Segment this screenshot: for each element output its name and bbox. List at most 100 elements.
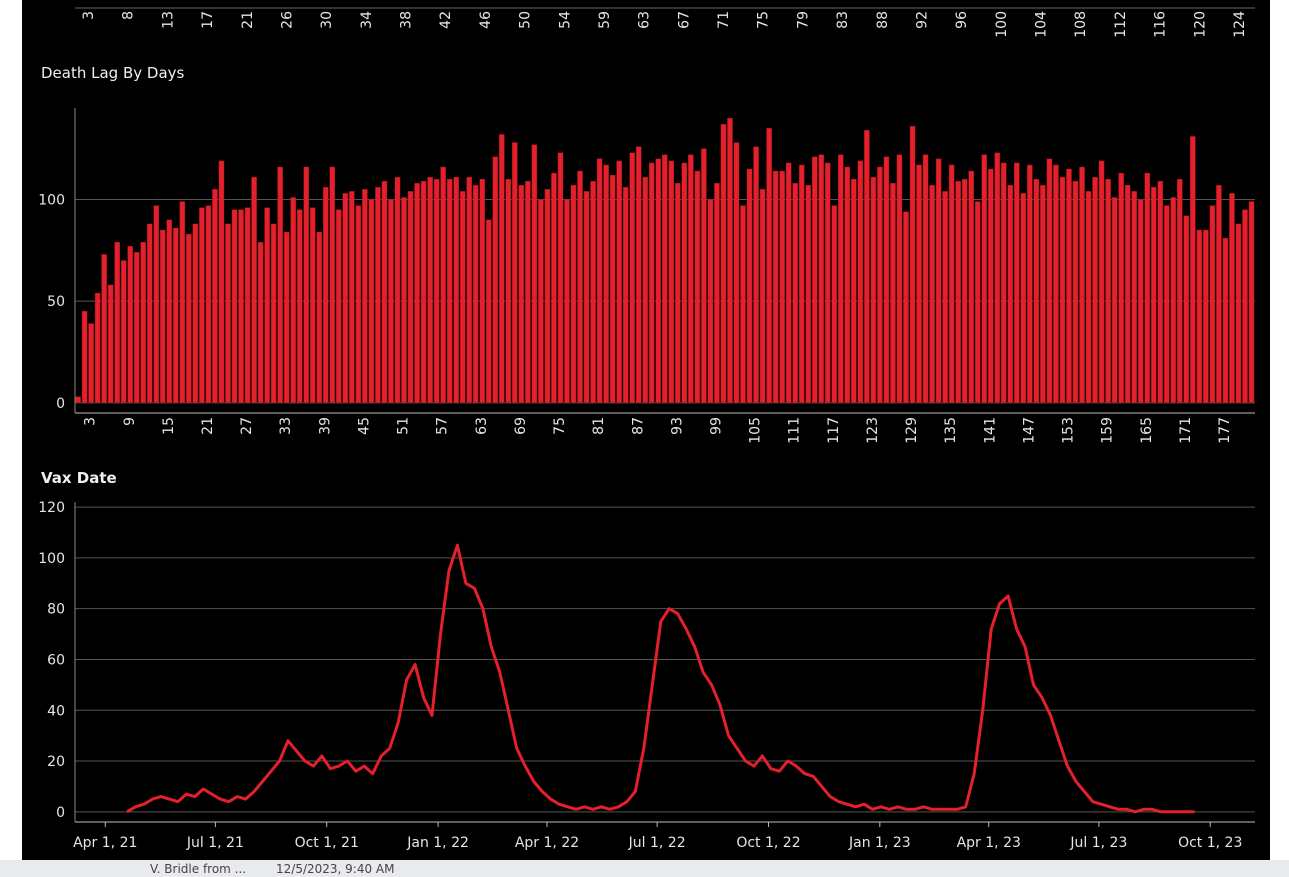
x-tick-label: 116 bbox=[1153, 11, 1169, 38]
bar bbox=[746, 168, 753, 404]
bar bbox=[883, 156, 890, 404]
bar bbox=[694, 170, 701, 404]
bar bbox=[225, 223, 231, 404]
bar bbox=[909, 126, 916, 404]
bar bbox=[472, 185, 479, 404]
bar bbox=[277, 166, 283, 404]
bar bbox=[1170, 197, 1177, 404]
bar bbox=[1105, 178, 1111, 404]
bar bbox=[942, 191, 948, 404]
bar bbox=[1007, 185, 1014, 404]
bar bbox=[733, 142, 740, 404]
bar bbox=[825, 162, 831, 404]
x-tick-label: 63 bbox=[637, 11, 653, 29]
x-tick-label: Jul 1, 21 bbox=[186, 835, 244, 851]
bar bbox=[420, 180, 427, 404]
x-tick-label: 87 bbox=[630, 417, 646, 435]
bar bbox=[988, 168, 994, 404]
bar bbox=[968, 170, 974, 404]
x-tick-label: 79 bbox=[795, 11, 811, 29]
chart-title: Death Lag By Days bbox=[41, 64, 185, 82]
bar bbox=[270, 223, 277, 404]
bar bbox=[127, 246, 133, 404]
x-tick-label: 171 bbox=[1178, 417, 1194, 444]
bar bbox=[1248, 201, 1255, 404]
x-tick-label: 75 bbox=[756, 11, 772, 29]
bar bbox=[1046, 158, 1053, 404]
bar bbox=[512, 142, 518, 404]
bar bbox=[1027, 164, 1033, 404]
bar bbox=[173, 227, 179, 404]
x-tick-label: Oct 1, 21 bbox=[295, 835, 359, 851]
bar bbox=[212, 189, 218, 404]
bar bbox=[916, 164, 922, 404]
bar bbox=[811, 156, 818, 404]
bar bbox=[303, 166, 309, 404]
taskbar-item[interactable]: 12/5/2023, 9:40 AM bbox=[276, 862, 394, 876]
chart-title: Vax Date bbox=[41, 469, 117, 487]
x-tick-label: 120 bbox=[1192, 11, 1208, 38]
bar bbox=[1150, 187, 1157, 404]
bar bbox=[668, 160, 675, 404]
bar bbox=[453, 176, 459, 404]
bar bbox=[1020, 193, 1027, 404]
x-tick-label: 141 bbox=[982, 417, 998, 444]
bar bbox=[1203, 229, 1209, 404]
bar bbox=[394, 176, 401, 404]
bar bbox=[870, 176, 877, 404]
bar bbox=[818, 154, 824, 404]
bar bbox=[238, 209, 244, 404]
bar bbox=[896, 154, 903, 404]
bar bbox=[890, 183, 896, 404]
bar bbox=[1014, 162, 1020, 404]
bar bbox=[140, 241, 146, 404]
y-tick-label: 0 bbox=[56, 396, 65, 412]
bar bbox=[375, 187, 381, 404]
bar bbox=[1164, 205, 1170, 404]
y-tick-label: 20 bbox=[47, 754, 65, 770]
bar bbox=[107, 284, 114, 404]
x-tick-label: 54 bbox=[557, 11, 573, 29]
x-tick-label: 34 bbox=[359, 11, 375, 29]
bar bbox=[629, 152, 635, 404]
bar bbox=[740, 205, 746, 404]
bar bbox=[120, 260, 127, 404]
x-tick-label: 108 bbox=[1073, 11, 1089, 38]
x-tick-label: Oct 1, 22 bbox=[736, 835, 800, 851]
x-tick-label: 75 bbox=[552, 417, 568, 435]
bar bbox=[1092, 176, 1098, 404]
bar bbox=[88, 323, 94, 404]
bar bbox=[857, 160, 864, 404]
x-tick-label: Jan 1, 22 bbox=[406, 835, 469, 851]
x-tick-label: 39 bbox=[317, 417, 333, 435]
bar bbox=[381, 180, 388, 404]
taskbar-item[interactable]: V. Bridle from ... bbox=[150, 862, 246, 876]
bar bbox=[1053, 164, 1059, 404]
bar bbox=[903, 211, 909, 404]
x-tick-label: 93 bbox=[669, 417, 685, 435]
y-tick-label: 80 bbox=[47, 602, 65, 618]
bar bbox=[948, 164, 955, 404]
bar bbox=[296, 209, 303, 404]
bar bbox=[492, 156, 499, 404]
bar bbox=[525, 180, 531, 404]
x-tick-label: 3 bbox=[81, 11, 97, 20]
x-tick-label: 111 bbox=[787, 417, 803, 444]
x-tick-label: 147 bbox=[1021, 417, 1037, 444]
bar bbox=[642, 176, 648, 404]
x-tick-label: 59 bbox=[597, 11, 613, 29]
taskbar bbox=[0, 860, 1289, 877]
bar bbox=[309, 207, 316, 404]
bar bbox=[1033, 178, 1040, 404]
x-tick-label: 30 bbox=[319, 11, 335, 29]
bar bbox=[1229, 193, 1235, 404]
bar bbox=[551, 172, 557, 404]
bar bbox=[329, 166, 336, 404]
bar bbox=[981, 154, 987, 404]
x-tick-label: 27 bbox=[239, 417, 255, 435]
x-tick-label: 13 bbox=[160, 11, 176, 29]
x-tick-label: 88 bbox=[875, 11, 891, 29]
bar bbox=[147, 223, 153, 404]
bar bbox=[1242, 209, 1248, 404]
bar bbox=[577, 170, 583, 404]
